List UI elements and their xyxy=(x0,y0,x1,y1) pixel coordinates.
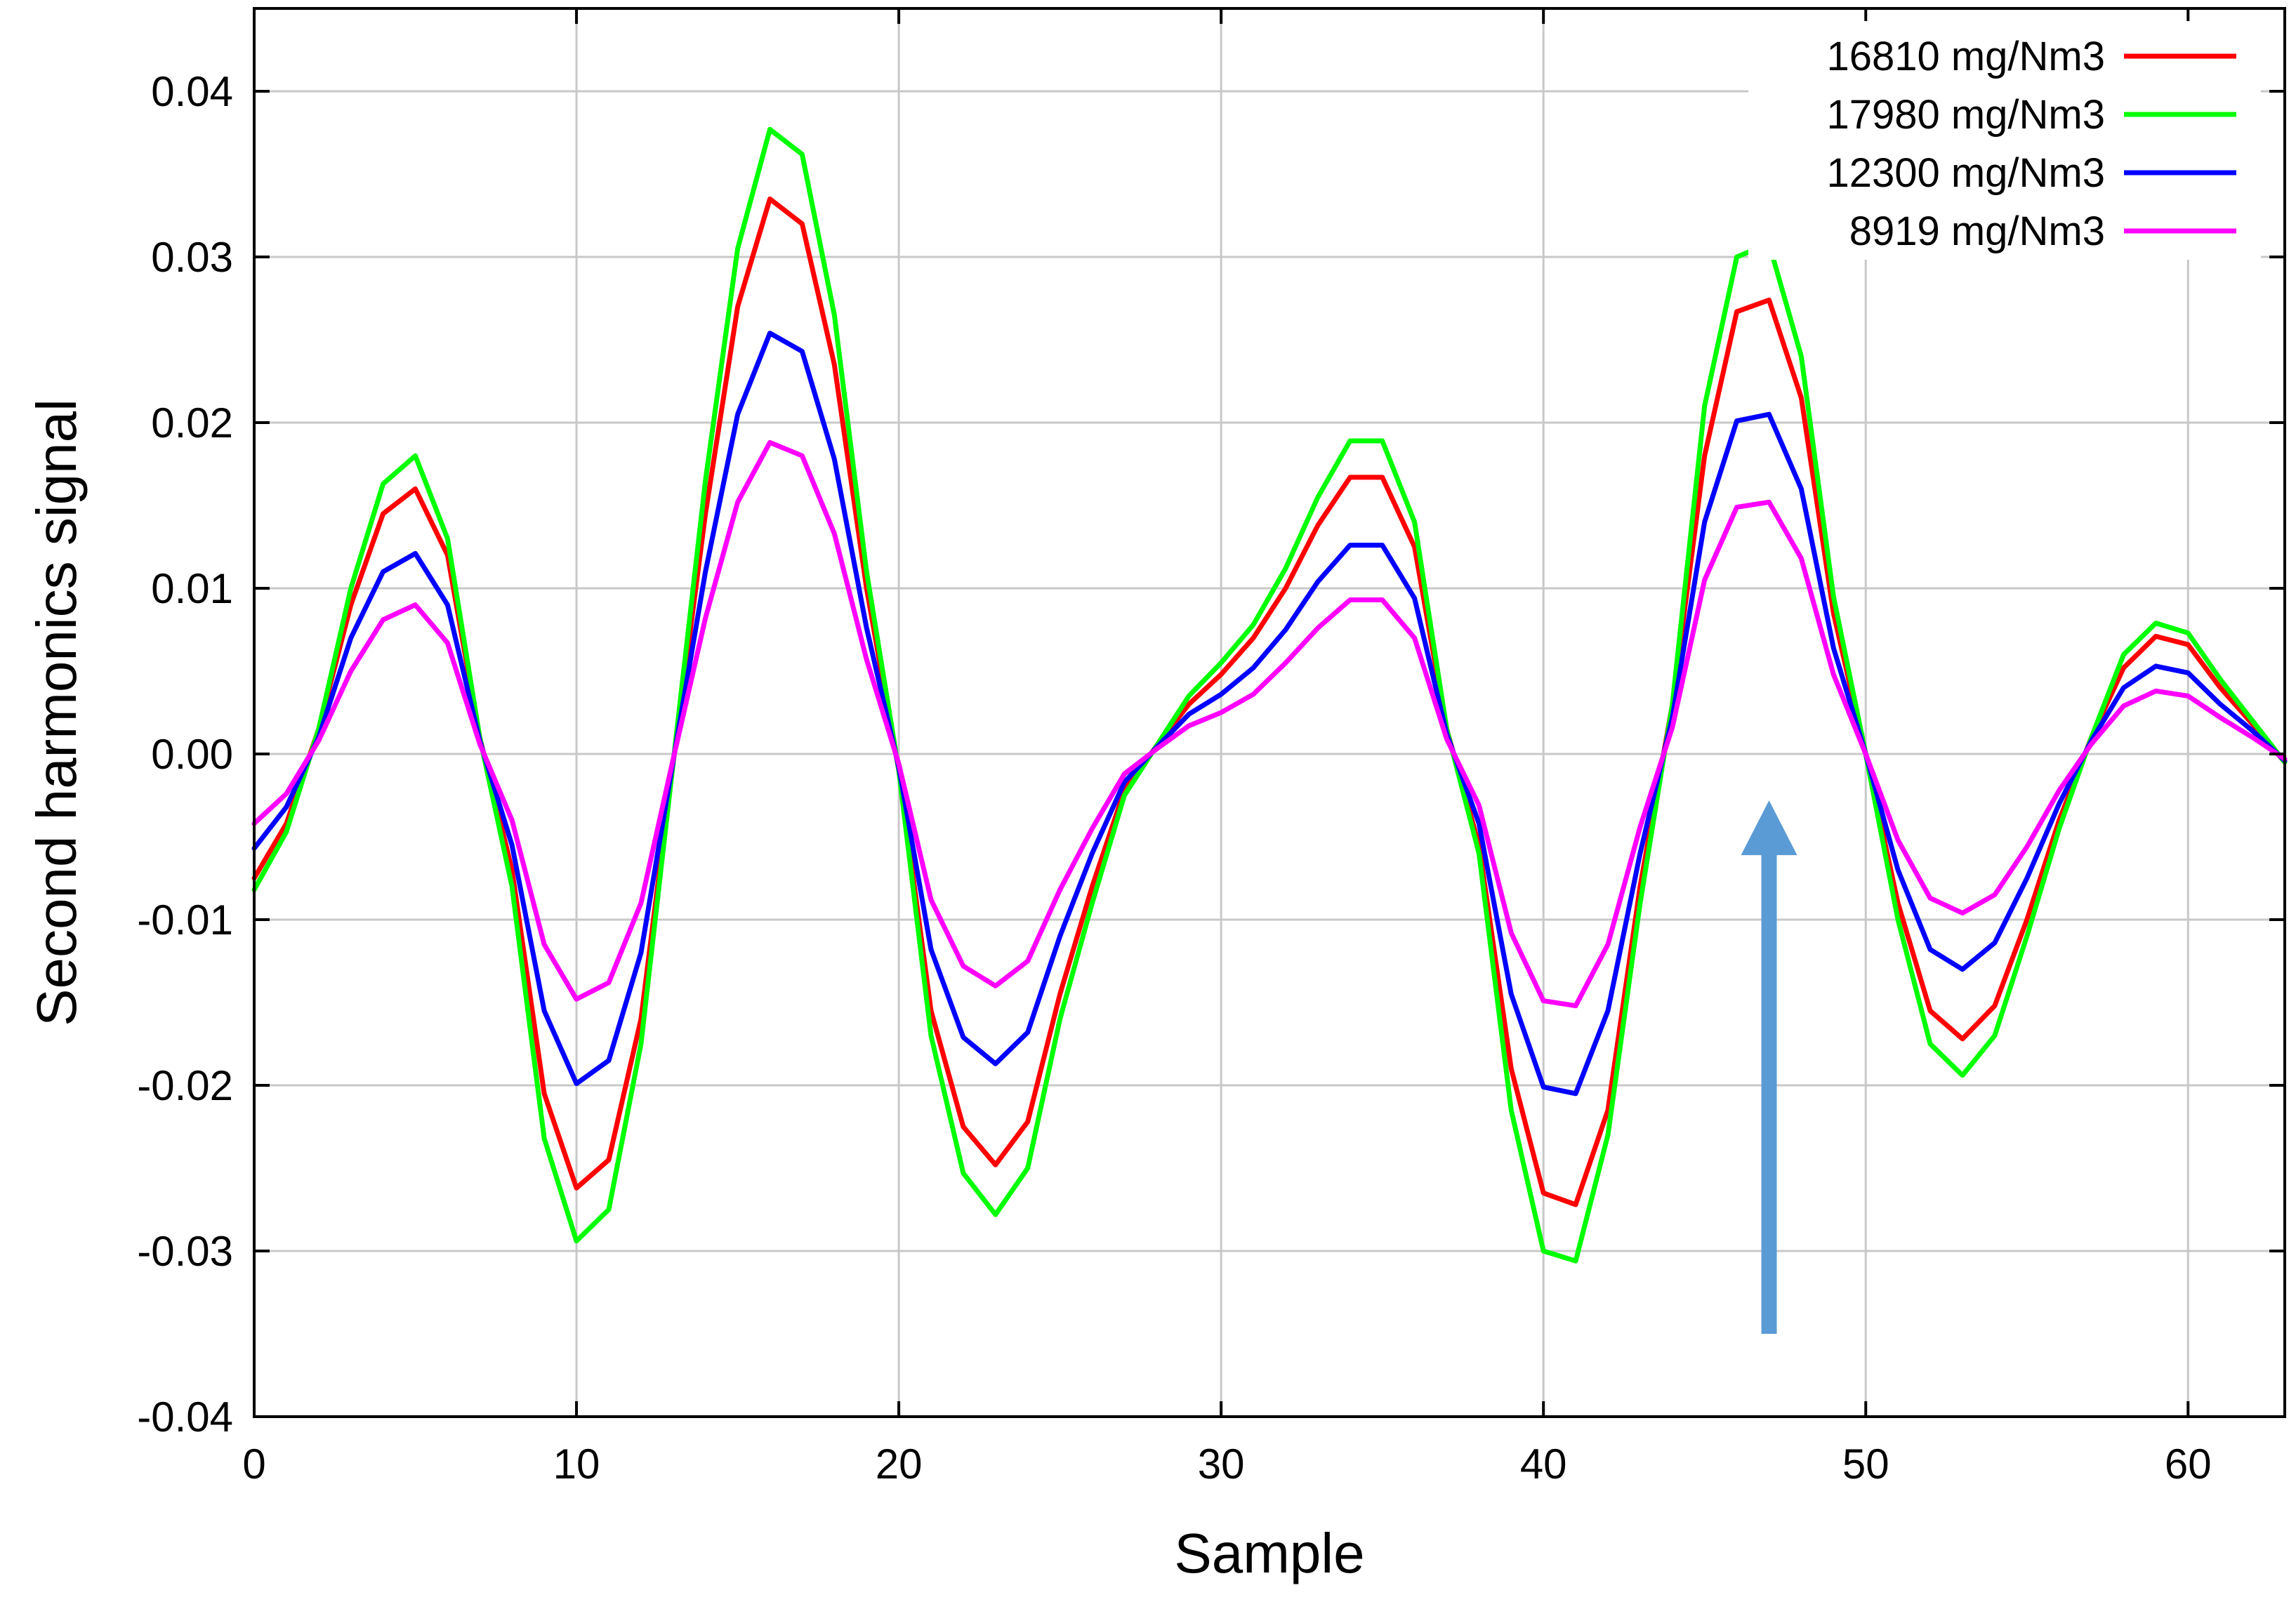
annotation-arrow-shaft xyxy=(1761,854,1777,1334)
series-line-8919-mg-nm3 xyxy=(251,439,2288,1009)
series-line-12300-mg-nm3 xyxy=(251,331,2288,1097)
plot-frame xyxy=(253,7,2286,1418)
y-tick-label: -0.01 xyxy=(137,896,233,944)
x-tick-label: 10 xyxy=(553,1441,600,1488)
x-tick-label: 30 xyxy=(1198,1441,1245,1488)
legend-background xyxy=(1748,21,2261,260)
axis-ticks: 0 10 20 30 40 50 60 0.04 0.03 0.02 0.01 0.00 -0.01 -0… xyxy=(137,8,2285,1488)
y-axis-title: Second harmonics signal xyxy=(25,399,88,1026)
legend: 16810 mg/Nm3 17980 mg/Nm3 12300 mg/Nm3 8919… xyxy=(1748,21,2261,260)
x-tick-label: 50 xyxy=(1842,1441,1889,1488)
grid-lines xyxy=(253,8,2285,1418)
x-tick-label: 20 xyxy=(876,1441,923,1488)
legend-label: 8919 mg/Nm3 xyxy=(1849,208,2105,254)
x-tick-label: 0 xyxy=(242,1441,265,1488)
series-line-16810-mg-nm3 xyxy=(251,196,2288,1207)
y-tick-label: -0.03 xyxy=(137,1228,233,1275)
annotation-arrow-head xyxy=(1741,800,1797,856)
annotations xyxy=(1741,800,1797,1334)
legend-label: 17980 mg/Nm3 xyxy=(1826,92,2105,138)
x-axis-title: Sample xyxy=(1174,1522,1364,1584)
y-tick-label: 0.03 xyxy=(151,234,233,281)
series-line-17980-mg-nm3 xyxy=(251,126,2288,1264)
data-series xyxy=(251,126,2288,1264)
legend-label: 12300 mg/Nm3 xyxy=(1826,150,2105,196)
legend-label: 16810 mg/Nm3 xyxy=(1826,34,2105,79)
y-tick-label: 0.02 xyxy=(151,399,233,446)
x-tick-label: 40 xyxy=(1520,1441,1567,1488)
y-tick-label: -0.04 xyxy=(137,1394,233,1441)
y-tick-label: 0.04 xyxy=(151,68,233,115)
y-tick-label: 0.00 xyxy=(151,731,233,778)
y-tick-label: 0.01 xyxy=(151,565,233,612)
y-tick-label: -0.02 xyxy=(137,1062,233,1109)
x-tick-label: 60 xyxy=(2165,1441,2212,1488)
